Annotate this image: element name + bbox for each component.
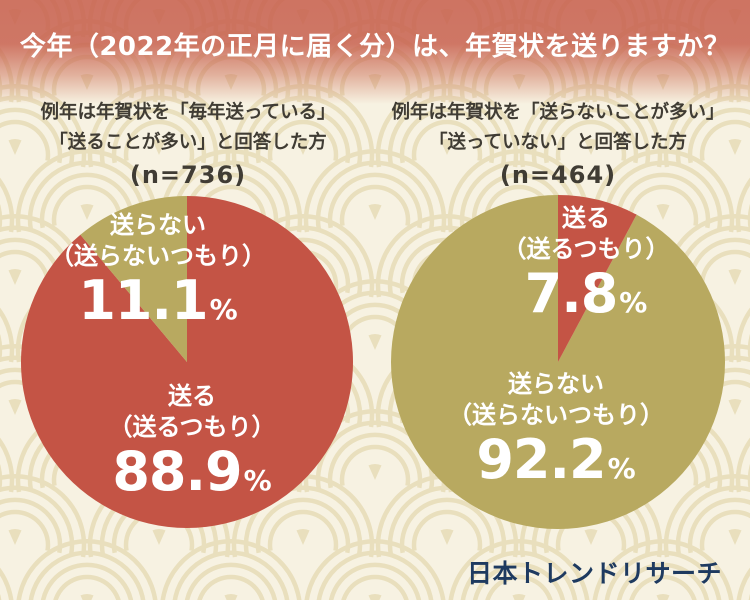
percent-sign: % [607, 452, 636, 485]
page-title: 今年（2022年の正月に届く分）は、年賀状を送りますか？ [19, 32, 731, 62]
slice-value: 92.2% [476, 428, 636, 491]
slice-label: 送る [561, 204, 610, 232]
slice-label-sub: （送るつもり） [502, 235, 670, 263]
title-banner [0, 0, 750, 104]
pie-slice [558, 195, 637, 362]
slice-value: 88.9% [112, 440, 272, 503]
pie-chart-right [391, 195, 725, 529]
slice-value: 7.8% [524, 262, 648, 325]
slice-label: 送る [167, 382, 216, 410]
slice-label-sub: （送らないつもり） [50, 242, 266, 270]
right-pie-minor-slice-label: 送る （送るつもり） 7.8% [502, 203, 669, 333]
left-chart-subtitle: 例年は年賀状を「毎年送っている」 「送ることが多い」と回答した方 (n=736) [0, 98, 378, 191]
subtitle-line: 「送ることが多い」と回答した方 [49, 132, 327, 153]
percent-sign: % [243, 464, 272, 497]
slice-label: 送らない [508, 370, 604, 398]
slice-label: 送らない [110, 211, 206, 239]
pie-chart-left [20, 196, 353, 528]
slice-label-sub: （送るつもり） [108, 413, 276, 441]
right-chart-subtitle: 例年は年賀状を「送らないことが多い」 「送っていない」と回答した方 (n=464… [368, 98, 748, 191]
right-pie-major-slice-label: 送らない （送らないつもり） 92.2% [448, 369, 664, 499]
source-logo: 日本トレンドリサーチ [466, 559, 722, 588]
percent-sign: % [619, 286, 648, 319]
slice-label-sub: （送らないつもり） [448, 401, 664, 429]
left-pie-minor-slice-label: 送らない （送らないつもり） 11.1% [50, 210, 266, 340]
percent-sign: % [209, 293, 238, 326]
sample-size-label: (n=736) [129, 161, 247, 189]
subtitle-line: 例年は年賀状を「毎年送っている」 [40, 102, 336, 123]
sample-size-label: (n=464) [499, 161, 617, 189]
left-pie-major-slice-label: 送る （送るつもり） 88.9% [108, 381, 275, 511]
subtitle-line: 例年は年賀状を「送らないことが多い」 [391, 102, 725, 123]
subtitle-line: 「送っていない」と回答した方 [428, 132, 688, 153]
slice-value: 11.1% [78, 269, 238, 332]
pie-slice [80, 196, 187, 362]
